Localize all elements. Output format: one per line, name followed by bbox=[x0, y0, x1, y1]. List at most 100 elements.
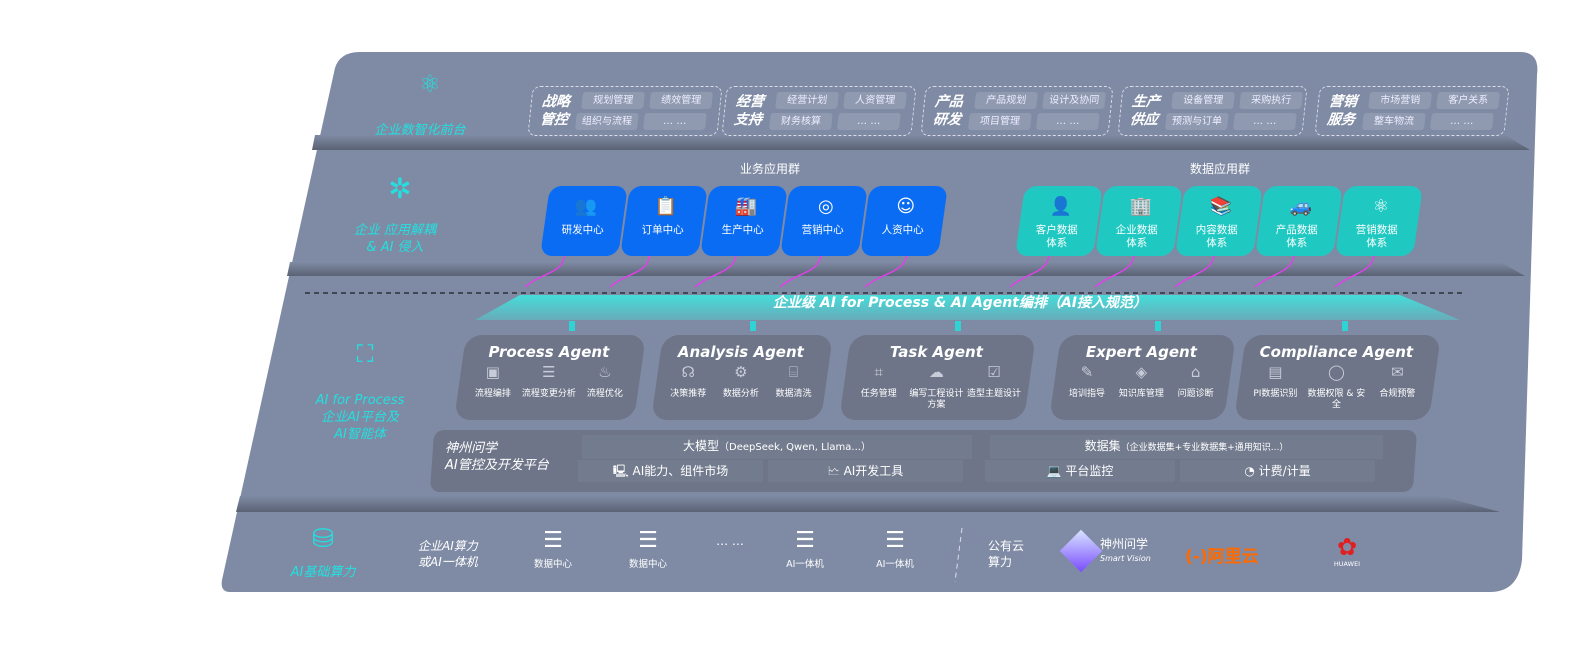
group-item[interactable]: 绩效管理 bbox=[649, 92, 713, 109]
agent-capability[interactable]: ☰ 流程变更分析 bbox=[521, 363, 576, 400]
agent-capability[interactable]: ♨ 流程优化 bbox=[577, 363, 632, 400]
billing-item[interactable]: ◔ 计费/计量 bbox=[1180, 460, 1375, 482]
data-apps-title: 数据应用群 bbox=[1189, 162, 1250, 176]
label-line: 企业 应用解耦 bbox=[353, 223, 437, 238]
books-icon: 📚 bbox=[1209, 196, 1233, 217]
agent-capability[interactable]: ✉ 合规预警 bbox=[1367, 363, 1427, 411]
agent-card[interactable]: Process Agent ▣ 流程编排 ☰ 流程变更分析 ♨ 流程优化 bbox=[454, 335, 646, 420]
capability-label: 数据清洗 bbox=[775, 389, 812, 399]
group-item[interactable]: 产品规划 bbox=[974, 92, 1038, 109]
agent-capability[interactable]: ▣ 流程编排 bbox=[465, 363, 520, 400]
front-group: 战略 管控 规划管理 绩效管理 组织与流程 … … bbox=[527, 86, 723, 136]
market-item[interactable]: 🖳 AI能力、组件市场 bbox=[578, 460, 763, 482]
group-item[interactable]: 财务核算 bbox=[769, 113, 833, 130]
business-app-card[interactable]: 📋 订单中心 bbox=[620, 186, 708, 256]
app-label: 客户数据 体系 bbox=[1018, 224, 1096, 250]
group-item[interactable]: … … bbox=[1430, 113, 1494, 130]
group-item[interactable]: 经营计划 bbox=[775, 92, 839, 109]
group-item[interactable]: 客户关系 bbox=[1436, 92, 1500, 109]
data-app-card[interactable]: 📚 内容数据 体系 bbox=[1175, 186, 1263, 256]
target-icon: ◎ bbox=[817, 196, 834, 217]
logo-text: Smart Vision bbox=[1100, 554, 1151, 563]
group-item[interactable]: 整车物流 bbox=[1362, 113, 1426, 130]
title-line: 研发 bbox=[932, 112, 962, 128]
agent-capability[interactable]: ◯ 数据权限 & 安全 bbox=[1306, 363, 1366, 411]
agent-card[interactable]: Compliance Agent ▤ PI数据识别 ◯ 数据权限 & 安全 ✉ 合规预警 bbox=[1234, 335, 1441, 420]
group-title: 生产 供应 bbox=[1129, 93, 1161, 129]
agent-name: Expert Agent bbox=[1085, 343, 1197, 361]
app-layer-label: 企业 应用解耦 & AI 侵入 bbox=[340, 222, 450, 256]
capability-icon: ▤ bbox=[1268, 363, 1283, 381]
title-line: 供应 bbox=[1129, 112, 1159, 128]
group-item[interactable]: 预测与订单 bbox=[1165, 113, 1229, 130]
hub-icon: ✲ bbox=[388, 172, 412, 205]
logo-text: HUAWEI bbox=[1333, 560, 1361, 568]
data-app-card[interactable]: 👤 客户数据 体系 bbox=[1015, 186, 1103, 256]
users-icon: 👥 bbox=[574, 196, 598, 217]
server-label: 数据中心 bbox=[628, 559, 667, 570]
data-app-card[interactable]: ⚛ 营销数据 体系 bbox=[1335, 186, 1423, 256]
label-line: AI智能体 bbox=[334, 427, 386, 442]
front-group: 营销 服务 市场营销 客户关系 整车物流 … … bbox=[1314, 86, 1510, 136]
clipboard-icon: 📋 bbox=[654, 196, 678, 217]
group-item[interactable]: 采购执行 bbox=[1239, 92, 1303, 109]
capability-label: 合规预警 bbox=[1379, 389, 1416, 399]
llm-bar: 大模型（DeepSeek, Qwen, Llama...） bbox=[582, 435, 972, 459]
label-line: 算力 bbox=[988, 555, 1013, 569]
group-title: 经营 支持 bbox=[733, 93, 765, 129]
billing-label: 计费/计量 bbox=[1258, 464, 1311, 478]
agent-capability[interactable]: ▤ PI数据识别 bbox=[1245, 363, 1305, 411]
dataset-label: 数据集 bbox=[1084, 439, 1121, 453]
devtools-item[interactable]: 🗠 AI开发工具 bbox=[768, 460, 963, 482]
agent-capability[interactable]: ⌸ 数据清洗 bbox=[767, 363, 819, 400]
group-item[interactable]: … … bbox=[643, 113, 707, 130]
business-app-card[interactable]: 👥 研发中心 bbox=[540, 186, 628, 256]
label-line: 企业AI算力 bbox=[418, 539, 478, 553]
group-item[interactable]: 规划管理 bbox=[581, 92, 645, 109]
face-scan-icon: ⛶ bbox=[356, 340, 374, 368]
agent-capability[interactable]: ⚙ 数据分析 bbox=[715, 363, 767, 400]
business-app-card[interactable]: ◎ 营销中心 bbox=[780, 186, 868, 256]
database-icon: ⛁ bbox=[312, 524, 334, 554]
app-label: 产品数据 体系 bbox=[1258, 224, 1336, 250]
agent-card[interactable]: Task Agent ⌗ 任务管理 ☁ 编写工程设计方案 ☑ 造型主题设计 bbox=[839, 335, 1036, 420]
capability-icon: ⚙ bbox=[734, 363, 748, 381]
data-app-card[interactable]: 🚙 产品数据 体系 bbox=[1255, 186, 1343, 256]
monitor-item[interactable]: 💻 平台监控 bbox=[985, 460, 1175, 482]
capability-icon: ☊ bbox=[681, 363, 695, 381]
ai-layer-label: AI for Process 企业AI平台及 AI智能体 bbox=[295, 392, 425, 443]
agent-capability[interactable]: ☁ 编写工程设计方案 bbox=[908, 363, 965, 411]
agent-capability[interactable]: ⌗ 任务管理 bbox=[850, 363, 907, 411]
group-item[interactable]: 市场营销 bbox=[1368, 92, 1432, 109]
business-app-card[interactable]: ☺ 人资中心 bbox=[860, 186, 948, 256]
data-app-card[interactable]: 🏢 企业数据 体系 bbox=[1095, 186, 1183, 256]
agent-capability[interactable]: ✎ 培训指导 bbox=[1060, 363, 1114, 400]
agent-card[interactable]: Expert Agent ✎ 培训指导 ◈ 知识库管理 ⌂ 问题诊断 bbox=[1049, 335, 1236, 420]
title-line: 生产 bbox=[1131, 94, 1161, 110]
group-item[interactable]: 设备管理 bbox=[1171, 92, 1235, 109]
agent-capability[interactable]: ◈ 知识库管理 bbox=[1114, 363, 1168, 400]
front-layer-label: 企业数智化前台 bbox=[374, 123, 466, 138]
agent-capability[interactable]: ☊ 决策推荐 bbox=[662, 363, 714, 400]
logo-text: 神州问学 bbox=[1100, 537, 1149, 551]
agent-card[interactable]: Analysis Agent ☊ 决策推荐 ⚙ 数据分析 ⌸ 数据清洗 bbox=[651, 335, 833, 420]
agent-name: Compliance Agent bbox=[1259, 343, 1414, 361]
capability-icon: ✉ bbox=[1391, 363, 1404, 381]
group-item[interactable]: … … bbox=[1233, 113, 1297, 130]
group-item[interactable]: 项目管理 bbox=[968, 113, 1032, 130]
agent-connector-arrows bbox=[569, 321, 1348, 331]
agent-capability[interactable]: ⌂ 问题诊断 bbox=[1169, 363, 1223, 400]
group-title: 产品 研发 bbox=[932, 93, 964, 129]
server-label: AI一体机 bbox=[786, 559, 824, 570]
group-item[interactable]: … … bbox=[1036, 113, 1100, 130]
capability-icon: ♨ bbox=[598, 363, 612, 381]
group-item[interactable]: … … bbox=[837, 113, 901, 130]
business-app-card[interactable]: 🏭 生产中心 bbox=[700, 186, 788, 256]
group-item[interactable]: 人资管理 bbox=[843, 92, 907, 109]
group-item[interactable]: 设计及协同 bbox=[1042, 92, 1106, 109]
group-item[interactable]: 组织与流程 bbox=[575, 113, 639, 130]
devtools-icon: 🗠 bbox=[827, 464, 844, 478]
agent-capability[interactable]: ☑ 造型主题设计 bbox=[965, 363, 1022, 411]
group-title: 战略 管控 bbox=[539, 93, 571, 129]
capability-label: 任务管理 bbox=[860, 389, 897, 399]
